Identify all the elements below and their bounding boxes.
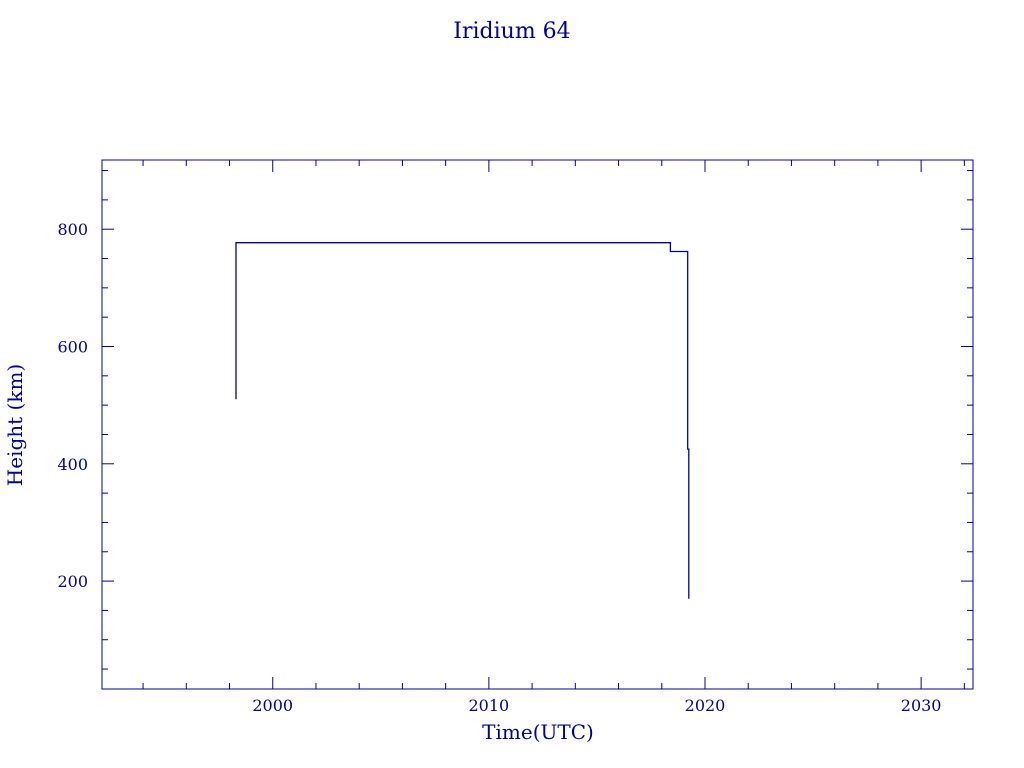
x-tick-label: 2010 [469,696,510,715]
series-line [235,242,690,599]
chart-title: Iridium 64 [453,19,570,44]
y-tick-label: 800 [57,220,88,239]
y-tick-label: 200 [57,572,88,591]
plot-frame [101,159,974,690]
y-tick-label: 400 [57,455,88,474]
x-tick-label: 2020 [685,696,726,715]
tick-labels: 2000 2010 2020 2030 200 400 600 800 [57,220,941,715]
x-axis-label: Time(UTC) [482,720,594,744]
x-tick-label: 2030 [901,696,942,715]
y-axis-label: Height (km) [3,364,27,486]
x-tick-label: 2000 [252,696,293,715]
y-tick-label: 600 [57,337,88,356]
series-group [235,242,690,599]
axis-ticks [102,160,973,689]
